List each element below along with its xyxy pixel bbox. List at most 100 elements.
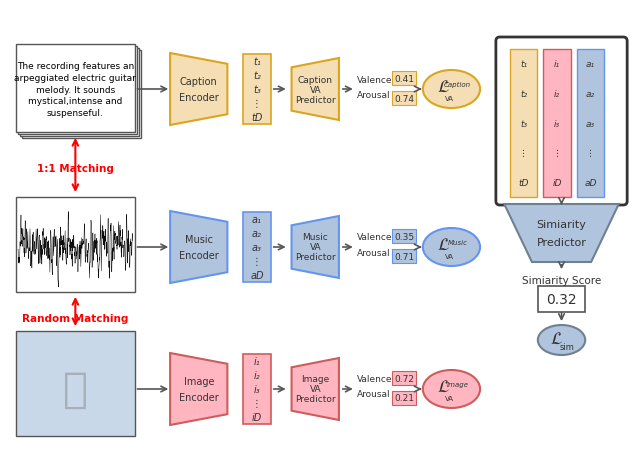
Text: a₃: a₃ [252,242,262,252]
Text: VA: VA [445,253,454,259]
Text: Caption: Caption [180,77,218,87]
Text: $\mathcal{L}$: $\mathcal{L}$ [437,235,450,253]
Text: iD: iD [552,178,562,187]
FancyBboxPatch shape [543,50,571,197]
FancyBboxPatch shape [392,92,416,106]
FancyBboxPatch shape [392,230,416,243]
Text: i₁: i₁ [554,60,560,69]
FancyBboxPatch shape [509,50,538,197]
FancyBboxPatch shape [18,47,136,134]
Text: Image: Image [184,376,214,386]
FancyBboxPatch shape [392,391,416,405]
Polygon shape [292,217,339,279]
Text: $\mathcal{L}$: $\mathcal{L}$ [437,377,450,395]
Text: Arousal: Arousal [356,248,390,257]
Text: a₁: a₁ [586,60,595,69]
Text: t₂: t₂ [520,90,527,99]
FancyBboxPatch shape [243,213,271,282]
Text: $\mathcal{L}$: $\mathcal{L}$ [550,329,563,347]
Polygon shape [170,54,227,126]
Text: ⋮: ⋮ [252,257,262,266]
Text: VA: VA [309,243,321,252]
Text: a₂: a₂ [586,90,595,99]
Text: Valence: Valence [356,233,392,242]
Text: Arousal: Arousal [356,90,390,99]
Text: i₁: i₁ [253,356,260,366]
Text: VA: VA [445,96,454,102]
Text: 0.74: 0.74 [394,94,414,103]
Text: 0.71: 0.71 [394,252,414,261]
Text: t₁: t₁ [253,57,261,67]
Text: t₃: t₃ [520,119,527,128]
FancyBboxPatch shape [20,49,138,137]
Text: VA: VA [445,395,454,401]
Text: $\mathcal{L}$: $\mathcal{L}$ [437,78,450,96]
Ellipse shape [423,370,480,408]
Text: ⋮: ⋮ [586,149,595,158]
Text: Image: Image [446,381,468,387]
Text: 0.32: 0.32 [546,292,577,306]
Text: VA: VA [309,85,321,94]
Text: 👤: 👤 [63,368,88,410]
Text: Random Matching: Random Matching [22,313,129,323]
Text: Caption: Caption [444,82,471,88]
Ellipse shape [538,325,585,355]
Text: ⋮: ⋮ [552,149,561,158]
FancyBboxPatch shape [392,371,416,385]
Text: i₃: i₃ [253,384,260,394]
Text: Predictor: Predictor [295,395,335,403]
FancyBboxPatch shape [243,354,271,424]
Text: Predictor: Predictor [295,253,335,262]
Text: Caption: Caption [298,75,333,84]
Text: 0.35: 0.35 [394,232,414,241]
Text: 0.41: 0.41 [394,74,414,84]
Text: aD: aD [584,178,597,187]
Text: aD: aD [250,270,264,280]
Text: Arousal: Arousal [356,390,390,398]
Polygon shape [292,59,339,121]
FancyBboxPatch shape [22,51,141,139]
Text: Simiarity Score: Simiarity Score [522,275,601,285]
Text: Valence: Valence [356,75,392,84]
Text: Encoder: Encoder [179,93,219,103]
Text: Valence: Valence [356,375,392,384]
FancyBboxPatch shape [16,197,134,292]
Ellipse shape [423,229,480,266]
Text: t₃: t₃ [253,85,261,95]
FancyBboxPatch shape [392,72,416,86]
FancyBboxPatch shape [16,45,134,133]
Text: VA: VA [309,385,321,394]
Text: 1:1 Matching: 1:1 Matching [37,164,114,174]
Text: a₁: a₁ [252,214,262,224]
Text: sim: sim [560,343,575,352]
Text: Music: Music [302,233,328,242]
Text: ⋮: ⋮ [252,99,262,109]
Text: iD: iD [252,412,262,422]
FancyBboxPatch shape [243,55,271,125]
Text: Predictor: Predictor [295,95,335,104]
FancyBboxPatch shape [577,50,604,197]
Polygon shape [170,353,227,425]
FancyBboxPatch shape [392,249,416,263]
Text: ⋮: ⋮ [252,398,262,408]
Text: t₁: t₁ [520,60,527,69]
Text: Music: Music [185,235,212,245]
Text: 0.72: 0.72 [394,374,414,383]
Text: i₂: i₂ [253,370,260,380]
Text: Simiarity: Simiarity [536,219,586,230]
Text: Predictor: Predictor [536,237,586,247]
Ellipse shape [423,71,480,109]
Text: The recording features an
arpeggiated electric guitar
melody. It sounds
mystical: The recording features an arpeggiated el… [15,62,136,118]
Text: i₂: i₂ [554,90,560,99]
Text: Encoder: Encoder [179,251,219,260]
Text: Music: Music [447,240,467,246]
FancyBboxPatch shape [16,331,134,436]
Polygon shape [504,205,619,263]
Text: 0.21: 0.21 [394,394,414,403]
Text: tD: tD [518,178,529,187]
Text: a₂: a₂ [252,229,262,239]
Text: t₂: t₂ [253,71,261,81]
Text: i₃: i₃ [554,119,560,128]
Text: Encoder: Encoder [179,392,219,402]
Polygon shape [292,358,339,420]
